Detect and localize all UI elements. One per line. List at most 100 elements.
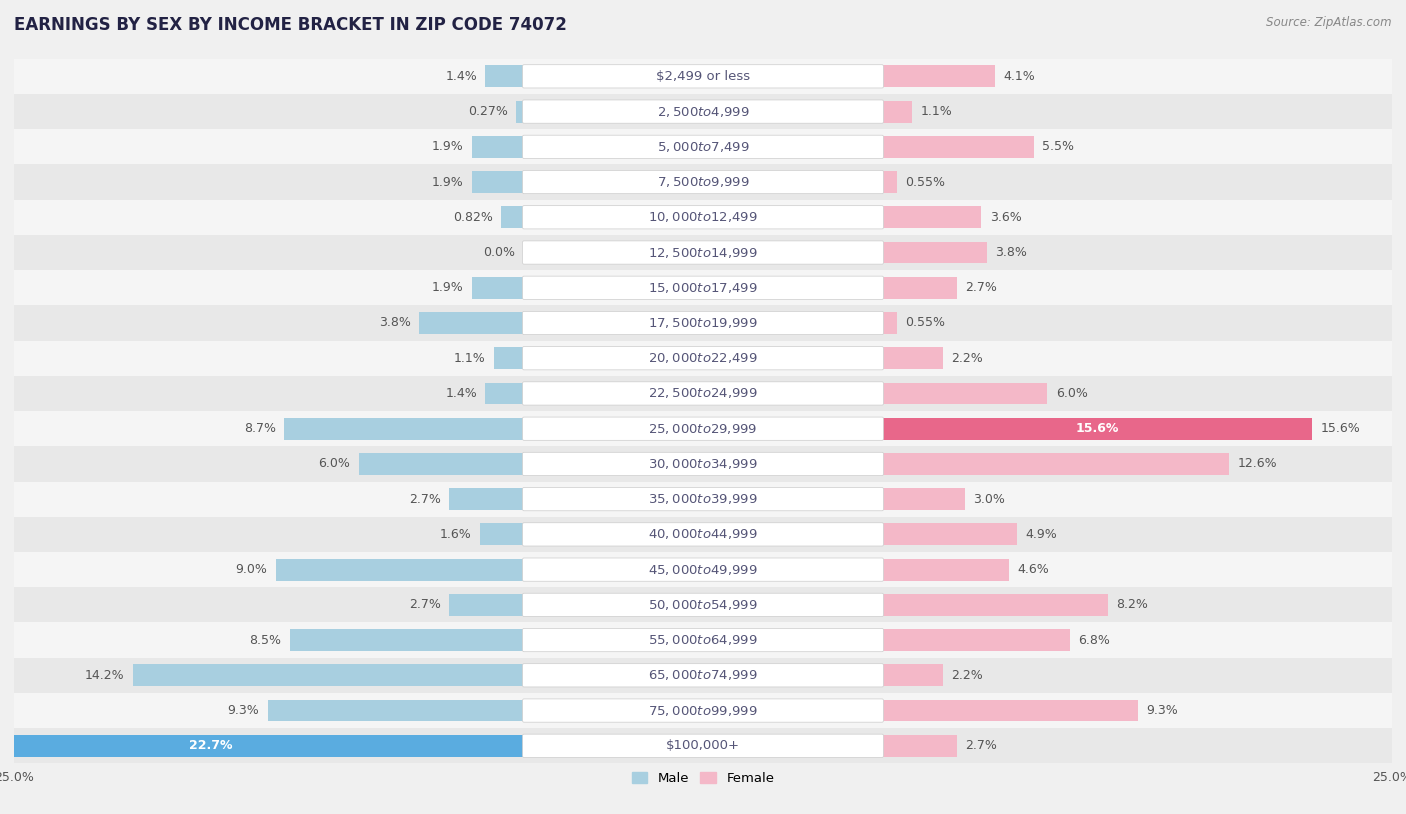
Text: 6.0%: 6.0% [318, 457, 350, 470]
Bar [882, 171, 897, 193]
Bar [14, 235, 1392, 270]
FancyBboxPatch shape [523, 523, 883, 546]
Bar [882, 523, 1017, 545]
Text: 3.8%: 3.8% [380, 317, 411, 330]
Text: 8.5%: 8.5% [249, 633, 281, 646]
Bar [882, 735, 956, 757]
Bar [516, 101, 524, 123]
Bar [14, 693, 1392, 729]
Text: 1.9%: 1.9% [432, 176, 463, 189]
Text: $100,000+: $100,000+ [666, 739, 740, 752]
FancyBboxPatch shape [523, 206, 883, 229]
Bar [276, 558, 524, 580]
Bar [14, 552, 1392, 587]
Text: 0.82%: 0.82% [453, 211, 494, 224]
Text: 12.6%: 12.6% [1237, 457, 1277, 470]
Text: 2.7%: 2.7% [965, 739, 997, 752]
Bar [882, 101, 912, 123]
Text: $40,000 to $44,999: $40,000 to $44,999 [648, 527, 758, 541]
Text: 2.7%: 2.7% [409, 492, 441, 505]
FancyBboxPatch shape [523, 593, 883, 616]
Text: $17,500 to $19,999: $17,500 to $19,999 [648, 316, 758, 330]
Bar [471, 277, 524, 299]
Text: 9.3%: 9.3% [1147, 704, 1178, 717]
FancyBboxPatch shape [523, 628, 883, 652]
FancyBboxPatch shape [523, 488, 883, 510]
FancyBboxPatch shape [523, 170, 883, 194]
Text: 8.7%: 8.7% [243, 422, 276, 435]
FancyBboxPatch shape [523, 734, 883, 757]
Bar [419, 312, 524, 334]
Text: 15.6%: 15.6% [1076, 422, 1119, 435]
Text: $50,000 to $54,999: $50,000 to $54,999 [648, 597, 758, 612]
Text: 1.4%: 1.4% [446, 70, 477, 83]
FancyBboxPatch shape [523, 347, 883, 370]
Text: 22.7%: 22.7% [190, 739, 233, 752]
Bar [882, 629, 1070, 651]
Text: 6.8%: 6.8% [1078, 633, 1109, 646]
Text: 4.6%: 4.6% [1017, 563, 1049, 576]
Text: $2,499 or less: $2,499 or less [657, 70, 749, 83]
Bar [882, 277, 956, 299]
Bar [485, 383, 524, 405]
Text: $12,500 to $14,999: $12,500 to $14,999 [648, 246, 758, 260]
Bar [485, 65, 524, 87]
Bar [14, 340, 1392, 376]
Text: 15.6%: 15.6% [1320, 422, 1360, 435]
FancyBboxPatch shape [523, 453, 883, 475]
FancyBboxPatch shape [523, 558, 883, 581]
Bar [882, 207, 981, 228]
Text: 2.2%: 2.2% [950, 669, 983, 682]
Bar [479, 523, 524, 545]
Text: $45,000 to $49,999: $45,000 to $49,999 [648, 562, 758, 576]
Text: $65,000 to $74,999: $65,000 to $74,999 [648, 668, 758, 682]
Bar [882, 453, 1229, 475]
FancyBboxPatch shape [523, 100, 883, 123]
Text: 1.6%: 1.6% [440, 528, 471, 540]
Bar [14, 587, 1392, 623]
FancyBboxPatch shape [523, 382, 883, 405]
Text: $30,000 to $34,999: $30,000 to $34,999 [648, 457, 758, 471]
Bar [494, 348, 524, 369]
Text: 1.9%: 1.9% [432, 140, 463, 153]
FancyBboxPatch shape [523, 241, 883, 265]
Bar [882, 348, 943, 369]
Text: 1.4%: 1.4% [446, 387, 477, 400]
Bar [14, 658, 1392, 693]
Text: $75,000 to $99,999: $75,000 to $99,999 [648, 703, 758, 718]
Bar [471, 171, 524, 193]
Text: 3.8%: 3.8% [995, 246, 1026, 259]
Text: 0.27%: 0.27% [468, 105, 508, 118]
Text: 8.2%: 8.2% [1116, 598, 1149, 611]
Bar [284, 418, 524, 440]
Text: Source: ZipAtlas.com: Source: ZipAtlas.com [1267, 16, 1392, 29]
Text: $22,500 to $24,999: $22,500 to $24,999 [648, 387, 758, 400]
Bar [14, 305, 1392, 340]
Bar [882, 418, 1312, 440]
Text: 9.3%: 9.3% [228, 704, 259, 717]
Bar [14, 94, 1392, 129]
Text: 4.9%: 4.9% [1025, 528, 1057, 540]
Bar [882, 558, 1010, 580]
Text: 2.7%: 2.7% [409, 598, 441, 611]
Text: 5.5%: 5.5% [1042, 140, 1074, 153]
Bar [882, 594, 1108, 615]
Bar [14, 446, 1392, 482]
FancyBboxPatch shape [523, 312, 883, 335]
Bar [14, 729, 1392, 764]
Bar [450, 488, 524, 510]
Text: $7,500 to $9,999: $7,500 to $9,999 [657, 175, 749, 189]
Text: $35,000 to $39,999: $35,000 to $39,999 [648, 492, 758, 506]
Bar [471, 136, 524, 158]
Bar [14, 59, 1392, 94]
FancyBboxPatch shape [523, 699, 883, 722]
FancyBboxPatch shape [523, 135, 883, 159]
FancyBboxPatch shape [523, 663, 883, 687]
Bar [14, 199, 1392, 235]
Bar [882, 312, 897, 334]
Text: $10,000 to $12,499: $10,000 to $12,499 [648, 210, 758, 225]
Bar [882, 664, 943, 686]
Text: $55,000 to $64,999: $55,000 to $64,999 [648, 633, 758, 647]
Text: 3.0%: 3.0% [973, 492, 1005, 505]
Bar [14, 376, 1392, 411]
